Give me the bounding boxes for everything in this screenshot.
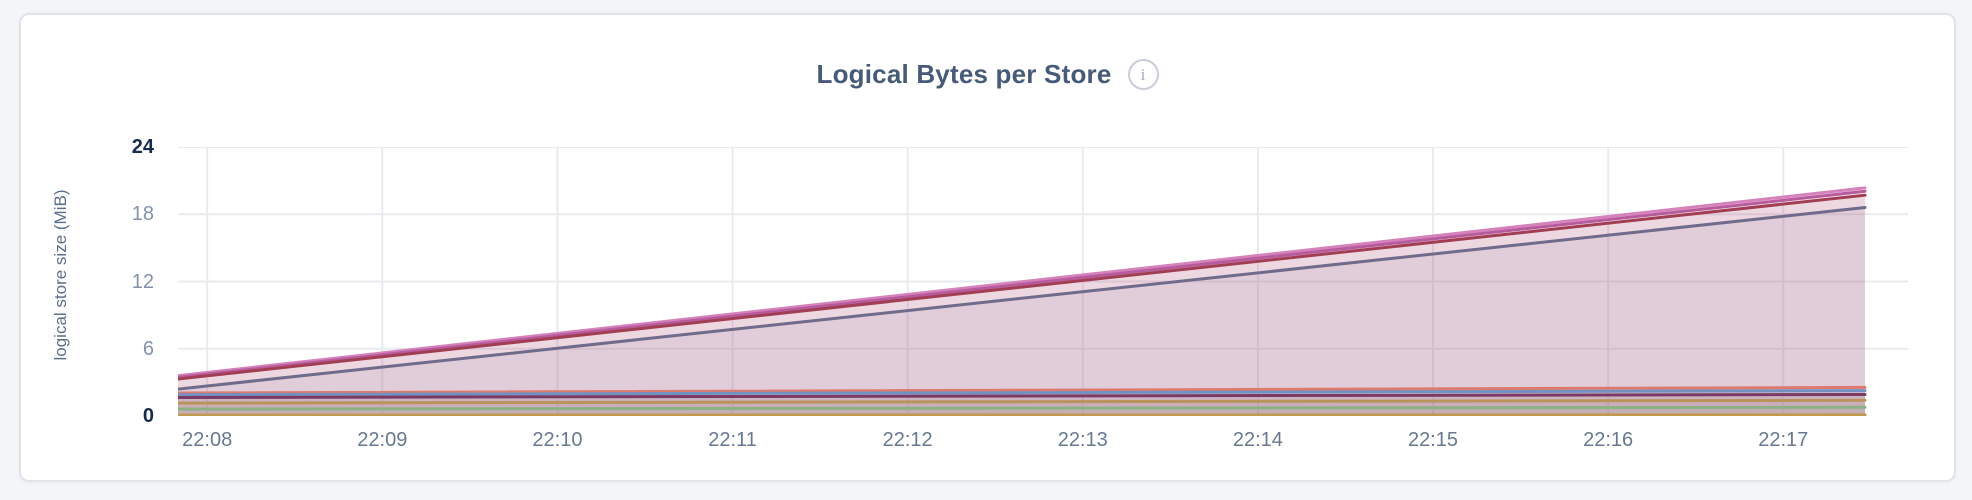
series-4-area <box>178 207 1865 416</box>
y-tick-label: 12 <box>131 270 154 293</box>
x-tick-label: 22:15 <box>1408 429 1459 451</box>
series-4-line <box>178 206 1867 391</box>
x-tick-label: 22:17 <box>1758 429 1809 451</box>
series-2-line <box>178 189 1867 379</box>
chart-header: Logical Bytes per Store i <box>21 59 1954 90</box>
x-tick-label: 22:13 <box>1057 429 1108 451</box>
y-tick-label: 24 <box>131 136 154 158</box>
series-7-line <box>178 392 1867 400</box>
x-tick-label: 22:08 <box>182 429 233 451</box>
x-tick-label: 22:16 <box>1583 429 1634 451</box>
x-tick-label: 22:09 <box>357 429 408 451</box>
y-axis-label: logical store size (MiB) <box>51 189 70 361</box>
x-tick-label: 22:11 <box>708 429 757 451</box>
x-tick-label: 22:14 <box>1232 429 1283 451</box>
x-tick-label: 22:12 <box>882 429 933 451</box>
chart-title: Logical Bytes per Store <box>816 59 1112 89</box>
series-1-line <box>178 186 1867 378</box>
series-3-line <box>178 193 1867 381</box>
series-6-line <box>178 389 1867 397</box>
series-2-area <box>178 191 1865 416</box>
series-8-line <box>178 398 1867 405</box>
y-tick-label: 18 <box>131 203 154 226</box>
chart-card: Logical Bytes per Store i logical store … <box>19 13 1956 482</box>
info-icon[interactable]: i <box>1127 59 1159 90</box>
series-1-area <box>178 187 1865 416</box>
y-tick-label: 0 <box>142 405 154 427</box>
chart-canvas <box>178 147 1908 416</box>
y-tick-label: 6 <box>142 337 154 360</box>
series-3-area <box>178 195 1865 416</box>
series-5-line <box>178 385 1867 395</box>
series-9-line <box>178 405 1867 411</box>
chart-plot-area[interactable] <box>178 147 1908 416</box>
x-tick-label: 22:10 <box>532 429 583 451</box>
